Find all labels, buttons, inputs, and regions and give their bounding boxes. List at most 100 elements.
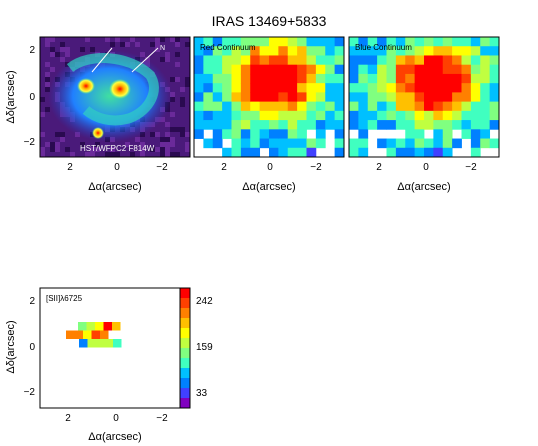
hst-noise-pixel <box>155 42 160 47</box>
map-pixel <box>287 110 298 121</box>
colorbar-segment <box>180 318 190 329</box>
map-pixel <box>259 138 270 149</box>
map-pixel <box>480 129 491 139</box>
hst-noise-pixel <box>125 142 130 147</box>
map-pixel <box>259 120 270 130</box>
hst-noise-pixel <box>60 132 65 137</box>
hst-noise-pixel <box>185 82 190 87</box>
hst-arrow-line <box>91 47 113 73</box>
hst-noise-pixel <box>40 97 45 102</box>
map-pixel <box>349 147 359 157</box>
map-pixel <box>480 83 491 93</box>
colorbar-segment <box>180 368 190 379</box>
map-pixel <box>489 138 499 149</box>
map-pixel <box>325 55 336 66</box>
hst-noise-pixel <box>165 57 170 62</box>
map-pixel <box>325 73 336 84</box>
hst-noise-pixel <box>45 37 50 42</box>
map-pixel <box>203 55 214 66</box>
map-pixel <box>414 92 425 103</box>
map-pixel <box>414 73 425 84</box>
hst-noise-pixel <box>55 147 60 152</box>
map-pixel <box>287 46 298 56</box>
map-pixel <box>358 120 369 130</box>
map-pixel <box>470 138 481 149</box>
map-pixel <box>240 37 251 47</box>
hst-arrow-line <box>131 47 159 73</box>
map-pixel <box>269 46 279 56</box>
map-pixel <box>334 37 344 47</box>
map-pixel <box>278 138 289 149</box>
map-pixel <box>240 46 251 56</box>
hst-noise-pixel <box>180 132 185 137</box>
map-pixel <box>470 83 481 93</box>
hst-noise-pixel <box>50 147 55 152</box>
map-pixel <box>203 138 214 149</box>
map-pixel <box>297 110 307 121</box>
map-pixel <box>377 83 387 93</box>
map-pixel <box>461 120 472 130</box>
map-pixel <box>489 37 499 47</box>
hst-noise-pixel <box>60 42 65 47</box>
hst-noise-pixel <box>130 37 135 42</box>
map-pixel <box>442 138 453 149</box>
map-pixel <box>334 92 344 103</box>
map-pixel <box>395 83 406 93</box>
map-pixel <box>461 73 472 84</box>
map-pixel <box>194 92 204 103</box>
map-pixel <box>405 120 416 130</box>
hst-noise-pixel <box>160 137 165 142</box>
map-pixel <box>452 120 462 130</box>
map-pixel <box>259 101 270 112</box>
map-pixel <box>194 73 204 84</box>
sii-pixel <box>95 322 104 331</box>
sii-pixel <box>113 339 122 348</box>
hst-noise-pixel <box>110 152 115 157</box>
map-pixel <box>452 101 462 112</box>
map-pixel <box>489 46 499 56</box>
map-pixel <box>386 73 397 84</box>
map-pixel <box>306 110 317 121</box>
map-pixel <box>240 147 251 157</box>
hst-noise-pixel <box>160 142 165 147</box>
map-pixel <box>461 110 472 121</box>
map-pixel <box>358 101 369 112</box>
hst-noise-pixel <box>185 42 190 47</box>
map-pixel <box>250 138 261 149</box>
map-pixel <box>386 46 397 56</box>
hst-noise-pixel <box>140 147 145 152</box>
hst-noise-pixel <box>110 147 115 152</box>
map-pixel <box>424 147 434 157</box>
map-pixel <box>461 55 472 66</box>
map-pixel <box>297 46 307 56</box>
hst-noise-pixel <box>55 142 60 147</box>
hst-noise-pixel <box>45 82 50 87</box>
y-tick-label: 0 <box>29 92 35 103</box>
map-pixel <box>269 147 279 157</box>
map-pixel <box>306 120 317 130</box>
hst-noise-pixel <box>70 152 75 157</box>
y-tick-label: 2 <box>29 296 35 307</box>
panel-frame-blue <box>348 36 500 158</box>
map-pixel <box>287 73 298 84</box>
hst-compact-source <box>92 127 104 139</box>
map-pixel <box>287 138 298 149</box>
map-pixel <box>358 110 369 121</box>
hst-noise-pixel <box>170 127 175 132</box>
hst-noise-pixel <box>85 37 90 42</box>
map-pixel <box>315 138 326 149</box>
map-pixel <box>424 37 434 47</box>
map-pixel <box>222 110 232 121</box>
map-pixel <box>349 92 359 103</box>
map-pixel <box>269 120 279 130</box>
map-pixel <box>414 83 425 93</box>
map-pixel <box>358 129 369 139</box>
x-tick-label: 2 <box>67 162 73 173</box>
map-pixel <box>240 110 251 121</box>
map-pixel <box>377 138 387 149</box>
x-tick-label: 0 <box>267 162 273 173</box>
panel-label-hst: HST/WFPC2 F814W <box>80 144 155 153</box>
map-pixel <box>250 110 261 121</box>
map-pixel <box>259 83 270 93</box>
map-pixel <box>452 83 462 93</box>
